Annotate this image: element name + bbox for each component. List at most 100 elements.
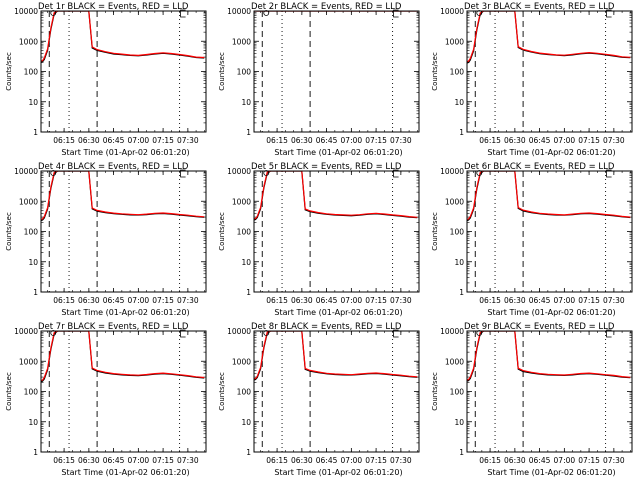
chart-title: Det 4r BLACK = Events, RED = LLD	[38, 162, 189, 172]
x-tick-label: 07:15	[152, 456, 174, 465]
x-axis-label: Start Time (01-Apr-02 06:01:20)	[274, 148, 402, 157]
x-axis-label: Start Time (01-Apr-02 06:01:20)	[487, 308, 615, 317]
x-tick-label: 07:00	[554, 296, 576, 305]
x-axis-label: Start Time (01-Apr-02 06:01:20)	[274, 308, 402, 317]
y-tick-label: 100	[237, 68, 252, 77]
events-series-line	[467, 331, 631, 382]
y-axis-label: Counts/sec	[5, 52, 13, 91]
x-tick-label: 06:45	[103, 456, 125, 465]
y-tick-label: 10000	[14, 7, 38, 16]
plot-frame	[40, 10, 207, 133]
y-tick-label: 100	[24, 388, 39, 397]
x-axis-label: Start Time (01-Apr-02 06:01:20)	[487, 148, 615, 157]
x-axis-label: Start Time (01-Apr-02 06:01:20)	[61, 308, 189, 317]
y-tick-label: 10000	[14, 327, 38, 336]
x-tick-label: 06:30	[291, 136, 313, 145]
x-tick-label: 06:30	[504, 136, 526, 145]
x-tick-label: 07:00	[341, 296, 363, 305]
x-tick-label: 07:00	[341, 136, 363, 145]
y-axis-label: Counts/sec	[431, 372, 439, 411]
y-tick-label: 1	[246, 128, 251, 137]
lld-series-line	[467, 11, 631, 63]
y-tick-label: 1000	[19, 37, 38, 46]
y-tick-label: 1	[246, 288, 251, 297]
x-tick-label: 07:30	[603, 296, 625, 305]
y-tick-label: 10000	[227, 167, 251, 176]
y-axis-label: Counts/sec	[218, 212, 226, 251]
y-tick-label: 10000	[14, 167, 38, 176]
detector-panel-9: Det 9r BLACK = Events, RED = LLD Counts/s…	[426, 320, 639, 480]
y-tick-label: 10	[241, 258, 251, 267]
x-tick-label: 06:45	[529, 136, 551, 145]
y-tick-label: 10	[28, 418, 38, 427]
y-tick-label: 1000	[232, 357, 251, 366]
x-tick-label: 06:30	[78, 456, 100, 465]
plot-frame	[40, 170, 207, 293]
chart-title: Det 8r BLACK = Events, RED = LLD	[251, 322, 402, 332]
plot-frame	[253, 170, 420, 293]
chart-title: Det 2r BLACK = Events, RED = LLD	[251, 2, 402, 12]
plot-frame	[466, 10, 633, 133]
plot-frame	[466, 170, 633, 293]
x-tick-label: 06:30	[78, 136, 100, 145]
y-tick-label: 10	[454, 98, 464, 107]
panel-svg: Det 5r BLACK = Events, RED = LLD Counts/s…	[218, 162, 420, 317]
x-tick-label: 07:30	[177, 296, 199, 305]
x-tick-label: 06:45	[316, 296, 338, 305]
x-tick-label: 06:15	[53, 296, 75, 305]
panel-svg: Det 2r BLACK = Events, RED = LLD Counts/s…	[218, 2, 420, 157]
end-glyph	[393, 9, 399, 18]
y-tick-label: 10000	[440, 167, 464, 176]
lld-series-line	[467, 331, 631, 381]
plot-frame	[253, 330, 420, 453]
x-tick-label: 07:15	[365, 136, 387, 145]
x-tick-label: 07:00	[554, 456, 576, 465]
x-axis-label: Start Time (01-Apr-02 06:01:20)	[61, 468, 189, 477]
y-tick-label: 10	[454, 418, 464, 427]
y-axis-label: Counts/sec	[5, 372, 13, 411]
panel-svg: Det 9r BLACK = Events, RED = LLD Counts/s…	[431, 322, 633, 477]
x-tick-label: 07:00	[554, 136, 576, 145]
x-tick-label: 06:30	[78, 296, 100, 305]
y-tick-label: 100	[237, 228, 252, 237]
x-tick-label: 07:30	[603, 456, 625, 465]
detector-panel-3: Det 3r BLACK = Events, RED = LLD Counts/s…	[426, 0, 639, 160]
lld-series-line	[41, 171, 205, 221]
x-axis-label: Start Time (01-Apr-02 06:01:20)	[61, 148, 189, 157]
lld-series-line	[254, 171, 418, 220]
detector-panel-1: Det 1r BLACK = Events, RED = LLD Counts/s…	[0, 0, 213, 160]
x-tick-label: 07:15	[578, 296, 600, 305]
events-series-line	[467, 11, 631, 64]
y-tick-label: 100	[450, 68, 465, 77]
x-tick-label: 07:15	[152, 296, 174, 305]
y-tick-label: 10000	[227, 7, 251, 16]
lld-series-line	[41, 11, 205, 62]
y-tick-label: 100	[24, 228, 39, 237]
y-tick-label: 1000	[445, 357, 464, 366]
panel-svg: Det 3r BLACK = Events, RED = LLD Counts/s…	[431, 2, 633, 157]
x-tick-label: 06:30	[291, 296, 313, 305]
x-tick-label: 06:15	[479, 456, 501, 465]
x-tick-label: 06:15	[266, 136, 288, 145]
y-tick-label: 1	[33, 128, 38, 137]
y-tick-label: 1000	[445, 37, 464, 46]
plot-frame	[466, 330, 633, 453]
end-glyph	[606, 329, 612, 338]
y-tick-label: 1	[459, 288, 464, 297]
plot-frame	[40, 330, 207, 453]
end-glyph	[180, 169, 186, 178]
x-tick-label: 06:45	[316, 136, 338, 145]
chart-title: Det 9r BLACK = Events, RED = LLD	[464, 322, 615, 332]
detector-panel-5: Det 5r BLACK = Events, RED = LLD Counts/s…	[213, 160, 426, 320]
x-tick-label: 07:15	[365, 456, 387, 465]
y-tick-label: 1	[33, 288, 38, 297]
y-tick-label: 1000	[445, 197, 464, 206]
x-tick-label: 06:15	[266, 456, 288, 465]
chart-title: Det 5r BLACK = Events, RED = LLD	[251, 162, 402, 172]
x-tick-label: 06:30	[291, 456, 313, 465]
detector-panel-8: Det 8r BLACK = Events, RED = LLD Counts/s…	[213, 320, 426, 480]
x-tick-label: 06:45	[103, 136, 125, 145]
x-tick-label: 07:30	[390, 136, 412, 145]
chart-title: Det 1r BLACK = Events, RED = LLD	[38, 2, 189, 12]
